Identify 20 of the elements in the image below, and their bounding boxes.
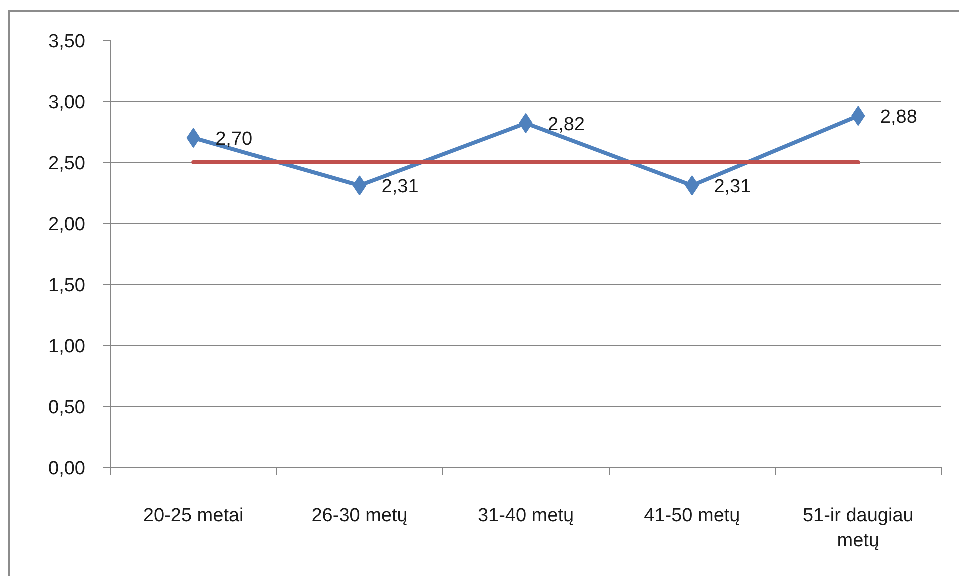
y-tick-label: 1,00 [48,336,86,358]
y-tick-label: 3,00 [48,92,86,114]
x-tick-label: 31-40 metų [478,506,574,526]
y-tick-label: 2,00 [48,214,86,236]
data-label: 2,88 [880,107,918,128]
data-label: 2,31 [714,176,752,198]
y-tick-label: 3,50 [48,32,86,52]
x-tick-label: 41-50 metų [644,506,740,526]
data-label: 2,70 [216,129,253,150]
y-tick-label: 2,50 [48,154,86,174]
x-tick-label: 20-25 metai [143,506,244,526]
y-tick-label: 0,00 [48,458,86,480]
y-tick-label: 1,50 [48,276,86,296]
y-tick-label: 0,50 [48,398,86,418]
point [685,176,700,196]
data-label: 2,31 [382,176,419,198]
point [352,176,367,196]
x-tick-label: 51-ir daugiau metų [802,506,914,552]
data-label: 2,82 [548,114,585,136]
x-tick-label: 26-30 metų [312,506,408,526]
